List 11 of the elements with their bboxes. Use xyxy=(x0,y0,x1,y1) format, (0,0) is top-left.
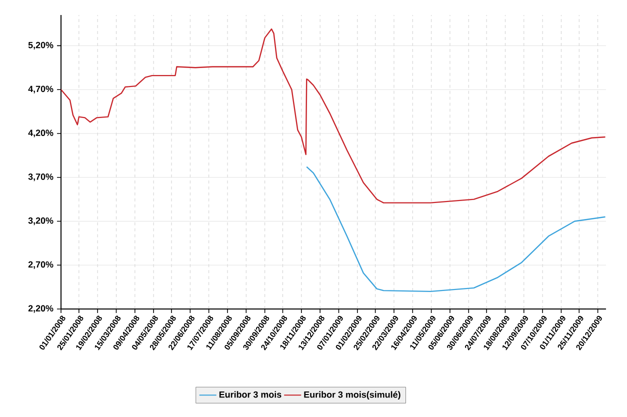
legend-label: Euribor 3 mois xyxy=(219,391,282,398)
y-tick-label: 2,20% xyxy=(28,305,54,313)
y-tick-label: 4,70% xyxy=(28,86,54,94)
y-tick-label: 3,70% xyxy=(28,174,54,182)
y-tick-label: 3,20% xyxy=(28,217,54,226)
legend-label: Euribor 3 mois(simulé) xyxy=(304,391,400,400)
y-tick-label: 2,70% xyxy=(28,261,54,269)
y-tick-label: 5,20% xyxy=(28,42,54,50)
line-series xyxy=(61,28,606,204)
y-tick-label: 4,20% xyxy=(28,130,54,138)
line-series xyxy=(306,166,606,292)
